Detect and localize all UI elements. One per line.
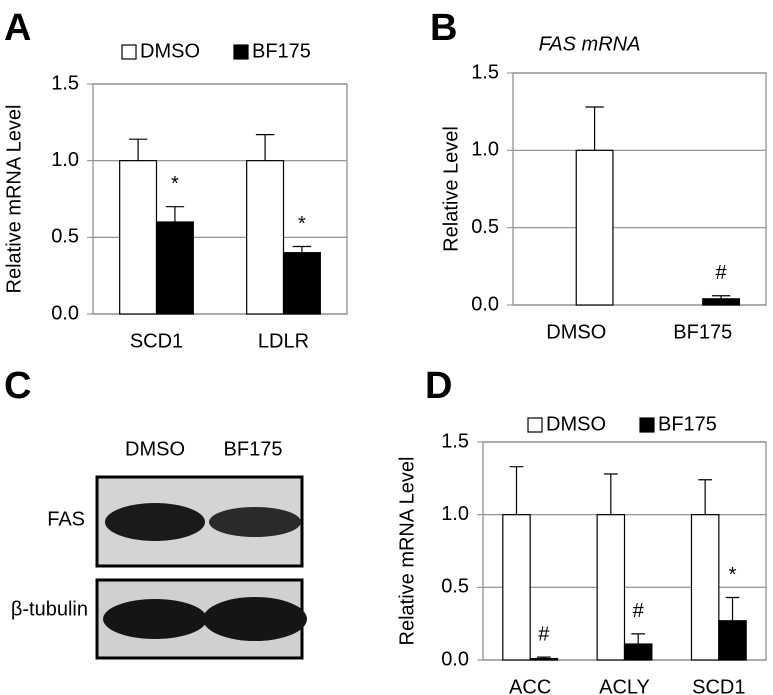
x-tick-label: LDLR (258, 330, 309, 352)
bar (502, 514, 531, 661)
x-tick-label: ACC (509, 676, 551, 695)
legend-label: BF175 (658, 413, 717, 435)
y-tick-label: 0.5 (441, 576, 469, 598)
x-tick-label: SCD1 (692, 676, 745, 695)
annotation: * (171, 173, 179, 195)
error-bar (255, 134, 275, 161)
y-tick-label: 1.5 (441, 430, 469, 452)
blot-band (209, 507, 301, 537)
error-bar (165, 206, 185, 222)
error-bar (128, 138, 148, 161)
annotation: * (298, 213, 306, 235)
lane-label: DMSO (125, 438, 185, 460)
x-tick-label: DMSO (546, 321, 606, 343)
y-tick-label: 0.0 (471, 293, 499, 315)
blot-panel: C DMSO BF175 FAS β-tubulin (4, 365, 307, 660)
panel-label: C (4, 365, 31, 407)
annotation: # (538, 623, 550, 645)
blot-band (203, 597, 307, 641)
blot-band (105, 503, 205, 541)
bar (596, 514, 626, 661)
bar (690, 514, 720, 661)
y-tick-label: 0.5 (51, 226, 79, 248)
y-tick-label: 1.5 (51, 72, 79, 94)
chart-title: FAS mRNA (539, 33, 641, 55)
bar (246, 160, 285, 315)
panel-label: A (4, 7, 31, 49)
x-tick-label: SCD1 (130, 330, 183, 352)
lane-label: BF175 (224, 438, 283, 460)
y-axis-label: Relative mRNA Level (396, 457, 418, 646)
bar (718, 620, 747, 661)
error-bar (509, 466, 524, 515)
panel-label: D (425, 365, 452, 407)
y-axis-label: Relative mRNA Level (3, 105, 25, 294)
bar (529, 657, 559, 661)
y-axis-label: Relative Level (440, 126, 462, 252)
bar (155, 221, 194, 315)
y-tick-label: 0.0 (441, 648, 469, 670)
plot-frame (92, 83, 348, 315)
bar (119, 160, 158, 315)
x-tick-label: BF175 (673, 321, 732, 343)
y-tick-label: 1.5 (471, 61, 499, 83)
legend-swatch (639, 417, 655, 433)
legend-label: BF175 (252, 40, 311, 62)
bar (575, 149, 614, 306)
x-tick-label: ACLY (599, 676, 650, 695)
legend-swatch (121, 44, 137, 60)
error-bar (631, 633, 646, 645)
legend-swatch (233, 44, 249, 60)
y-tick-label: 1.0 (441, 503, 469, 525)
error-bar (585, 106, 604, 151)
plot-frame (512, 72, 767, 306)
panel-label: B (430, 7, 457, 49)
annotation: # (716, 262, 728, 284)
annotation: * (729, 564, 737, 586)
bar (702, 298, 741, 306)
legend-label: DMSO (140, 40, 200, 62)
row-label: FAS (47, 508, 85, 530)
error-bar (537, 656, 551, 659)
blot-band (103, 599, 207, 639)
y-tick-label: 0.5 (471, 216, 499, 238)
error-bar (603, 473, 618, 515)
bar (623, 643, 653, 661)
error-bar (292, 245, 312, 253)
error-bar (725, 596, 740, 621)
y-tick-label: 0.0 (51, 302, 79, 324)
y-tick-label: 1.0 (51, 149, 79, 171)
error-bar (698, 479, 712, 515)
annotation: # (633, 600, 645, 622)
legend-label: DMSO (546, 413, 606, 435)
bar (282, 252, 321, 315)
row-label: β-tubulin (11, 598, 88, 620)
legend-swatch (527, 417, 543, 433)
y-tick-label: 1.0 (471, 139, 499, 161)
error-bar (711, 295, 731, 299)
